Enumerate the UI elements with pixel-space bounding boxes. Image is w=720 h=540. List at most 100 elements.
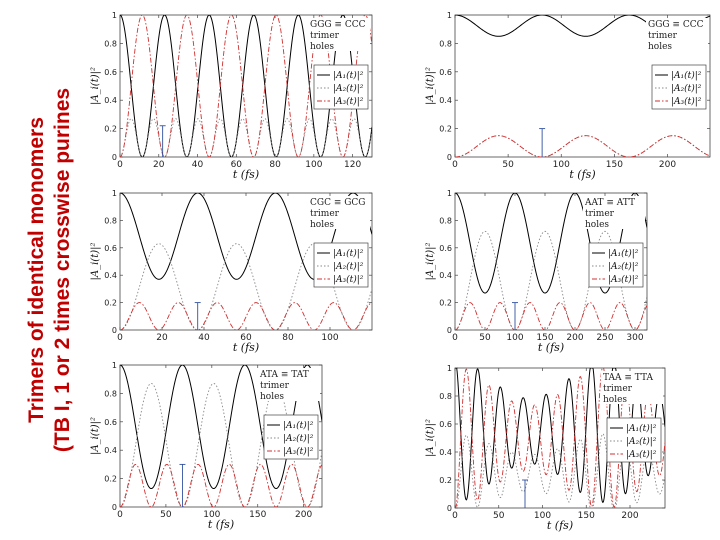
legend-box <box>651 64 707 110</box>
annotation-bg <box>583 207 645 218</box>
x-tick-label: 100 <box>305 160 322 170</box>
y-tick-label: 0.4 <box>104 446 117 455</box>
annotation-line-3: holes <box>310 220 334 230</box>
x-tick-label: 100 <box>534 511 551 521</box>
legend-box <box>263 414 319 460</box>
x-axis-label: t (fs) <box>233 341 259 354</box>
x-tick-label: 50 <box>160 510 172 520</box>
y-tick-label: 0.2 <box>439 299 452 308</box>
x-axis-label: t (fs) <box>547 519 573 532</box>
y-tick-label: 0.2 <box>104 475 117 484</box>
y-axis-label: |A_i(t)|² <box>425 243 436 281</box>
chart-panel-4: 0 50 100 150 200 250 300 0 0.2 0.4 0.6 0.8 1 t (fs) |A… <box>425 189 648 354</box>
y-axis-label: |A_i(t)|² <box>425 67 436 105</box>
y-tick-label: 0.8 <box>439 216 452 225</box>
x-tick-label: 150 <box>249 510 266 520</box>
y-tick-label: 0.8 <box>439 39 452 48</box>
legend-entry-2: |A₂(t)|² <box>333 261 364 272</box>
y-axis-label: |A_i(t)|² <box>90 417 101 455</box>
legend-entry-2: |A₂(t)|² <box>671 83 702 94</box>
y-tick-label: 1 <box>447 364 452 373</box>
series-line-3 <box>455 368 665 508</box>
legend-entry-3: |A₃(t)|² <box>283 446 314 457</box>
legend-entry-3: |A₃(t)|² <box>671 96 702 107</box>
y-tick-label: 0.2 <box>104 299 117 308</box>
legend-entry-1: |A₁(t)|² <box>333 248 364 259</box>
x-tick-label: 0 <box>452 511 458 521</box>
annotation-bg <box>646 18 708 29</box>
legend-entry-2: |A₂(t)|² <box>333 83 364 94</box>
x-tick-label: 200 <box>621 511 638 521</box>
annotation-line-3: holes <box>648 42 672 52</box>
annotation-line-3: holes <box>603 395 627 405</box>
annotation-line-2: trimer <box>310 209 340 219</box>
annotation-bg <box>601 393 663 404</box>
x-tick-label: 60 <box>240 333 252 343</box>
annotation-bg <box>308 40 370 51</box>
x-tick-label: 40 <box>192 160 204 170</box>
annotation-bg <box>308 218 370 229</box>
legend-entry-3: |A₃(t)|² <box>333 274 364 285</box>
y-axis-label: |A_i(t)|² <box>425 419 436 457</box>
y-tick-label: 0.6 <box>104 244 117 253</box>
legend-entry-1: |A₁(t)|² <box>333 70 364 81</box>
legend-entry-1: |A₁(t)|² <box>626 423 657 434</box>
annotation-line-2: trimer <box>648 31 678 41</box>
y-tick-label: 0.4 <box>439 96 452 105</box>
annotation-bg <box>308 196 370 207</box>
y-tick-label: 0 <box>447 153 452 162</box>
chart-panel-1: 0 20 40 60 80 100 120 0 0.2 0.4 0.6 0.8 1 t (fs) |A_i(… <box>90 11 373 181</box>
legend-entry-3: |A₃(t)|² <box>608 274 639 285</box>
x-tick-label: 150 <box>606 160 623 170</box>
annotation-line-1: GGG ≡ CCC <box>648 20 704 30</box>
legend-box <box>606 417 662 463</box>
x-tick-label: 50 <box>502 160 514 170</box>
x-axis-label: t (fs) <box>569 168 595 181</box>
x-tick-label: 50 <box>479 333 491 343</box>
legend-box <box>588 242 644 288</box>
annotation-bg <box>646 40 708 51</box>
annotation-line-1: CGC ≡ GCG <box>310 198 366 208</box>
legend-entry-2: |A₂(t)|² <box>608 261 639 272</box>
legend-entry-2: |A₂(t)|² <box>626 436 657 447</box>
x-tick-label: 0 <box>117 333 123 343</box>
x-tick-label: 150 <box>536 333 553 343</box>
series-line-2 <box>120 118 372 157</box>
x-tick-label: 120 <box>344 160 361 170</box>
annotation-bg <box>258 368 320 379</box>
y-tick-label: 1 <box>447 11 452 20</box>
series-line-3 <box>455 302 647 330</box>
annotation-line-3: holes <box>260 392 284 402</box>
x-tick-label: 60 <box>231 160 243 170</box>
annotation-line-3: holes <box>310 42 334 52</box>
y-tick-label: 0 <box>112 153 117 162</box>
series-line-3 <box>120 302 372 330</box>
annotation-line-1: GGG ≡ CCC <box>310 20 366 30</box>
y-tick-label: 1 <box>112 189 117 198</box>
legend-box <box>313 242 369 288</box>
legend-box <box>313 64 369 110</box>
y-tick-label: 1 <box>112 11 117 20</box>
y-tick-label: 0.6 <box>104 418 117 427</box>
x-tick-label: 0 <box>117 160 123 170</box>
y-tick-label: 1 <box>447 189 452 198</box>
x-axis-label: t (fs) <box>538 341 564 354</box>
y-tick-label: 0.2 <box>439 476 452 485</box>
annotation-bg <box>308 18 370 29</box>
x-tick-label: 300 <box>626 333 643 343</box>
x-tick-label: 100 <box>506 333 523 343</box>
x-tick-label: 200 <box>295 510 312 520</box>
annotation-bg <box>258 390 320 401</box>
x-tick-label: 0 <box>452 160 458 170</box>
y-tick-label: 0.2 <box>104 125 117 134</box>
annotation-bg <box>583 218 645 229</box>
x-tick-label: 80 <box>269 160 281 170</box>
y-tick-label: 0.8 <box>104 39 117 48</box>
series-line-3 <box>120 463 322 507</box>
x-tick-label: 80 <box>282 333 294 343</box>
annotation-line-2: trimer <box>260 381 290 391</box>
annotation-line-3: holes <box>585 220 609 230</box>
x-tick-label: 20 <box>153 160 165 170</box>
y-tick-label: 0 <box>112 326 117 335</box>
